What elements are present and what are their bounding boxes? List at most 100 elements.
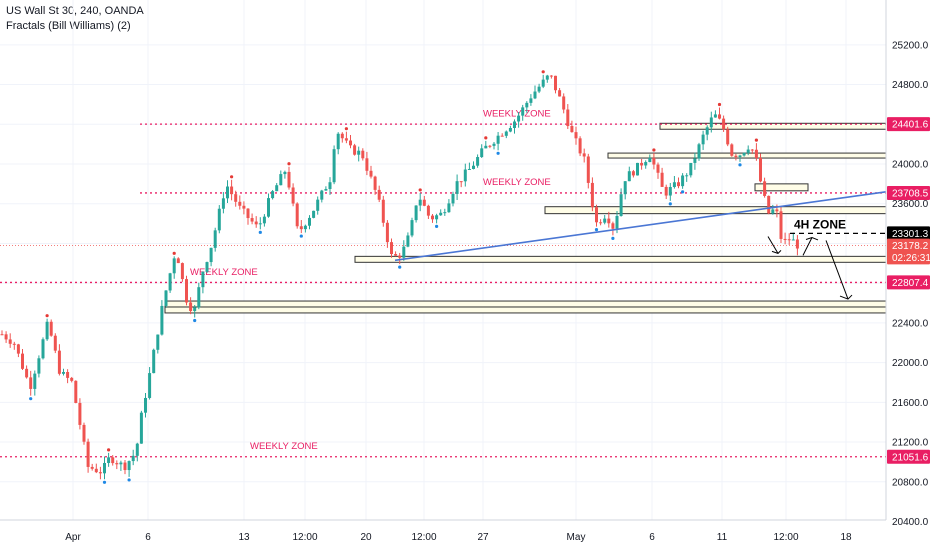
fractal-down-marker	[258, 230, 262, 234]
candle-body	[33, 373, 37, 389]
candle-body	[463, 169, 467, 182]
candle-body	[574, 132, 578, 139]
candle-body	[98, 472, 102, 474]
price-tag-label: 23178.2	[892, 241, 929, 252]
candle-body	[582, 153, 586, 157]
y-tick-label: 25200.0	[892, 40, 929, 51]
candle-body	[795, 239, 799, 249]
candle-body	[586, 156, 590, 183]
candle-body	[652, 157, 656, 165]
y-tick-label: 21200.0	[892, 438, 929, 449]
candle-body	[226, 186, 229, 199]
candle-body	[90, 466, 94, 469]
fractal-down-marker	[193, 318, 197, 323]
candle-body	[279, 174, 283, 186]
candle-body	[267, 198, 270, 217]
candle-body	[472, 165, 475, 169]
candle-body	[213, 230, 217, 248]
candle-body	[681, 175, 685, 187]
candle-body	[156, 334, 160, 350]
candle-body	[718, 114, 721, 119]
candle-body	[4, 334, 8, 340]
candle-body	[144, 397, 147, 413]
x-tick-label: 12:00	[411, 532, 436, 543]
candle-body	[86, 441, 90, 467]
candle-body	[722, 118, 726, 130]
candle-body	[623, 181, 627, 195]
candle-body	[447, 203, 451, 213]
fractal-down-marker	[668, 202, 672, 206]
indicator-legend: Fractals (Bill Williams) (2)	[6, 20, 131, 32]
fractal-up-marker	[484, 136, 488, 140]
candle-body	[111, 457, 115, 464]
candle-body	[668, 187, 672, 196]
candle-body	[385, 222, 389, 243]
weekly-zone-label: WEEKLY ZONE	[483, 108, 551, 119]
fractal-down-marker	[496, 151, 500, 155]
candle-body	[57, 350, 61, 374]
fractal-down-marker	[398, 265, 402, 269]
x-tick-label: 13	[238, 532, 250, 543]
candle-body	[513, 121, 516, 128]
candle-body	[689, 162, 693, 176]
candle-body	[332, 149, 336, 183]
zone-box	[164, 300, 887, 308]
candle-body	[221, 198, 225, 209]
candle-body	[127, 461, 131, 471]
candle-body	[205, 262, 209, 272]
x-axis-bg	[0, 520, 886, 550]
fractal-up-marker	[45, 314, 49, 318]
price-tag-label: 22807.4	[892, 278, 929, 289]
candle-body	[697, 144, 701, 159]
candle-body	[607, 218, 611, 224]
candle-body	[21, 353, 24, 369]
candle-body	[615, 215, 619, 229]
candle-body	[41, 339, 45, 359]
candle-body	[160, 305, 164, 335]
candle-body	[234, 194, 238, 202]
fractal-up-marker	[541, 70, 545, 74]
candle-body	[426, 205, 430, 216]
candle-body	[558, 90, 562, 97]
fractal-down-marker	[102, 480, 107, 484]
fractal-down-marker	[611, 236, 615, 240]
candle-body	[709, 117, 713, 128]
candle-body	[254, 221, 258, 225]
candle-body	[726, 129, 730, 145]
x-tick-label: 12:00	[773, 532, 798, 543]
candle-body	[492, 143, 496, 146]
candle-body	[123, 462, 127, 471]
fractal-up-marker	[754, 138, 759, 142]
y-tick-label: 20400.0	[892, 517, 929, 528]
candle-body	[180, 263, 184, 280]
candle-body	[287, 171, 291, 188]
candle-body	[37, 358, 41, 374]
candle-body	[455, 181, 459, 194]
candle-body	[201, 271, 205, 288]
fractal-up-marker	[717, 102, 722, 107]
candle-body	[734, 155, 738, 158]
candle-body	[312, 210, 316, 218]
candle-body	[742, 152, 746, 156]
candle-body	[677, 182, 680, 187]
price-tag	[887, 226, 930, 241]
candle-body	[783, 238, 787, 240]
projection-arrow	[805, 236, 819, 241]
fractal-down-marker	[29, 397, 33, 401]
fractal-up-marker	[344, 127, 348, 131]
candle-body	[488, 145, 492, 147]
price-tag	[887, 449, 930, 464]
x-tick-label: 6	[145, 532, 151, 543]
candle-body	[636, 162, 639, 176]
fractal-down-marker	[127, 478, 131, 482]
y-tick-label: 24800.0	[892, 80, 929, 91]
candle-body	[705, 127, 709, 135]
candle-body	[197, 287, 201, 308]
candle-body	[767, 195, 771, 214]
candle-body	[525, 102, 529, 108]
candle-body	[189, 302, 193, 312]
candle-body	[336, 133, 340, 150]
candle-body	[139, 412, 143, 444]
